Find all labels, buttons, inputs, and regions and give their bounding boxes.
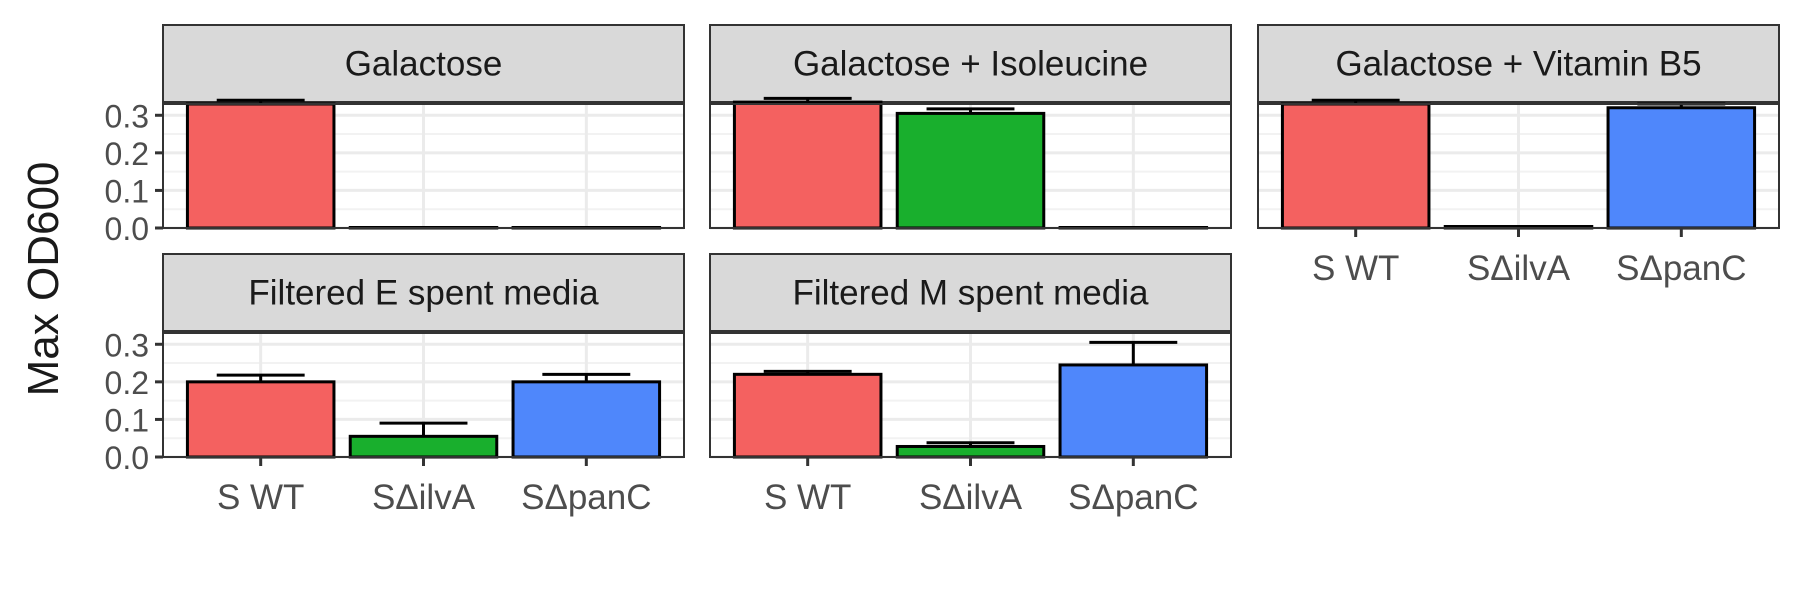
facet-strip: [162, 24, 685, 103]
x-tick-label: S WT: [217, 478, 304, 517]
x-tick-label: S WT: [1312, 249, 1399, 288]
facet-strip: [709, 24, 1232, 103]
facet-panel: Galactose + Isoleucine: [709, 24, 1232, 230]
facet-strip-title: Galactose + Vitamin B5: [1335, 45, 1701, 84]
facet-strip-title: Filtered E spent media: [248, 274, 599, 313]
x-tick-label: SΔpanC: [521, 478, 651, 517]
bar: [732, 372, 883, 459]
panel-border: [709, 103, 1232, 229]
facet-panel: Filtered M spent media S WT SΔilvA SΔpanC: [709, 253, 1232, 517]
bar: [1058, 363, 1209, 459]
bar: [348, 434, 499, 459]
y-tick-label: 0.2: [105, 365, 149, 401]
y-tick-label: 0.3: [105, 98, 149, 134]
y-tick-label: 0.0: [105, 211, 149, 247]
panel-border: [162, 103, 685, 229]
bar: [1606, 106, 1757, 230]
y-axis-title: Max OD600: [19, 162, 68, 397]
x-tick-label: SΔilvA: [1467, 249, 1571, 288]
bar: [895, 444, 1046, 459]
y-tick-label: 0.2: [105, 136, 149, 172]
facet-strip-title: Galactose + Isoleucine: [793, 45, 1148, 84]
facet-strip-title: Filtered M spent media: [793, 274, 1150, 313]
x-tick-label: SΔpanC: [1068, 478, 1198, 517]
bar: [511, 380, 662, 459]
bar: [1280, 102, 1431, 230]
facet-panel: Filtered E spent media 0.00.10.20.3 S WT SΔ…: [105, 253, 685, 517]
facet-strip-title: Galactose: [345, 45, 503, 84]
bar: [895, 111, 1046, 230]
facet-strip: [709, 253, 1232, 332]
y-tick-label: 0.1: [105, 402, 149, 438]
bar: [185, 102, 336, 230]
y-tick-label: 0.3: [105, 327, 149, 363]
facet-strip: [162, 253, 685, 332]
facet-panel: Galactose 0.00.10.20.3: [105, 24, 685, 247]
bar: [732, 100, 883, 230]
x-tick-label: SΔpanC: [1616, 249, 1746, 288]
facet-panel: Galactose + Vitamin B5 S WT SΔilvA SΔpanC: [1257, 24, 1780, 288]
x-tick-label: S WT: [764, 478, 851, 517]
x-tick-label: SΔilvA: [919, 478, 1023, 517]
bar: [185, 380, 336, 459]
facet-strip: [1257, 24, 1780, 103]
y-tick-label: 0.1: [105, 173, 149, 209]
y-tick-label: 0.0: [105, 440, 149, 476]
x-tick-label: SΔilvA: [372, 478, 476, 517]
